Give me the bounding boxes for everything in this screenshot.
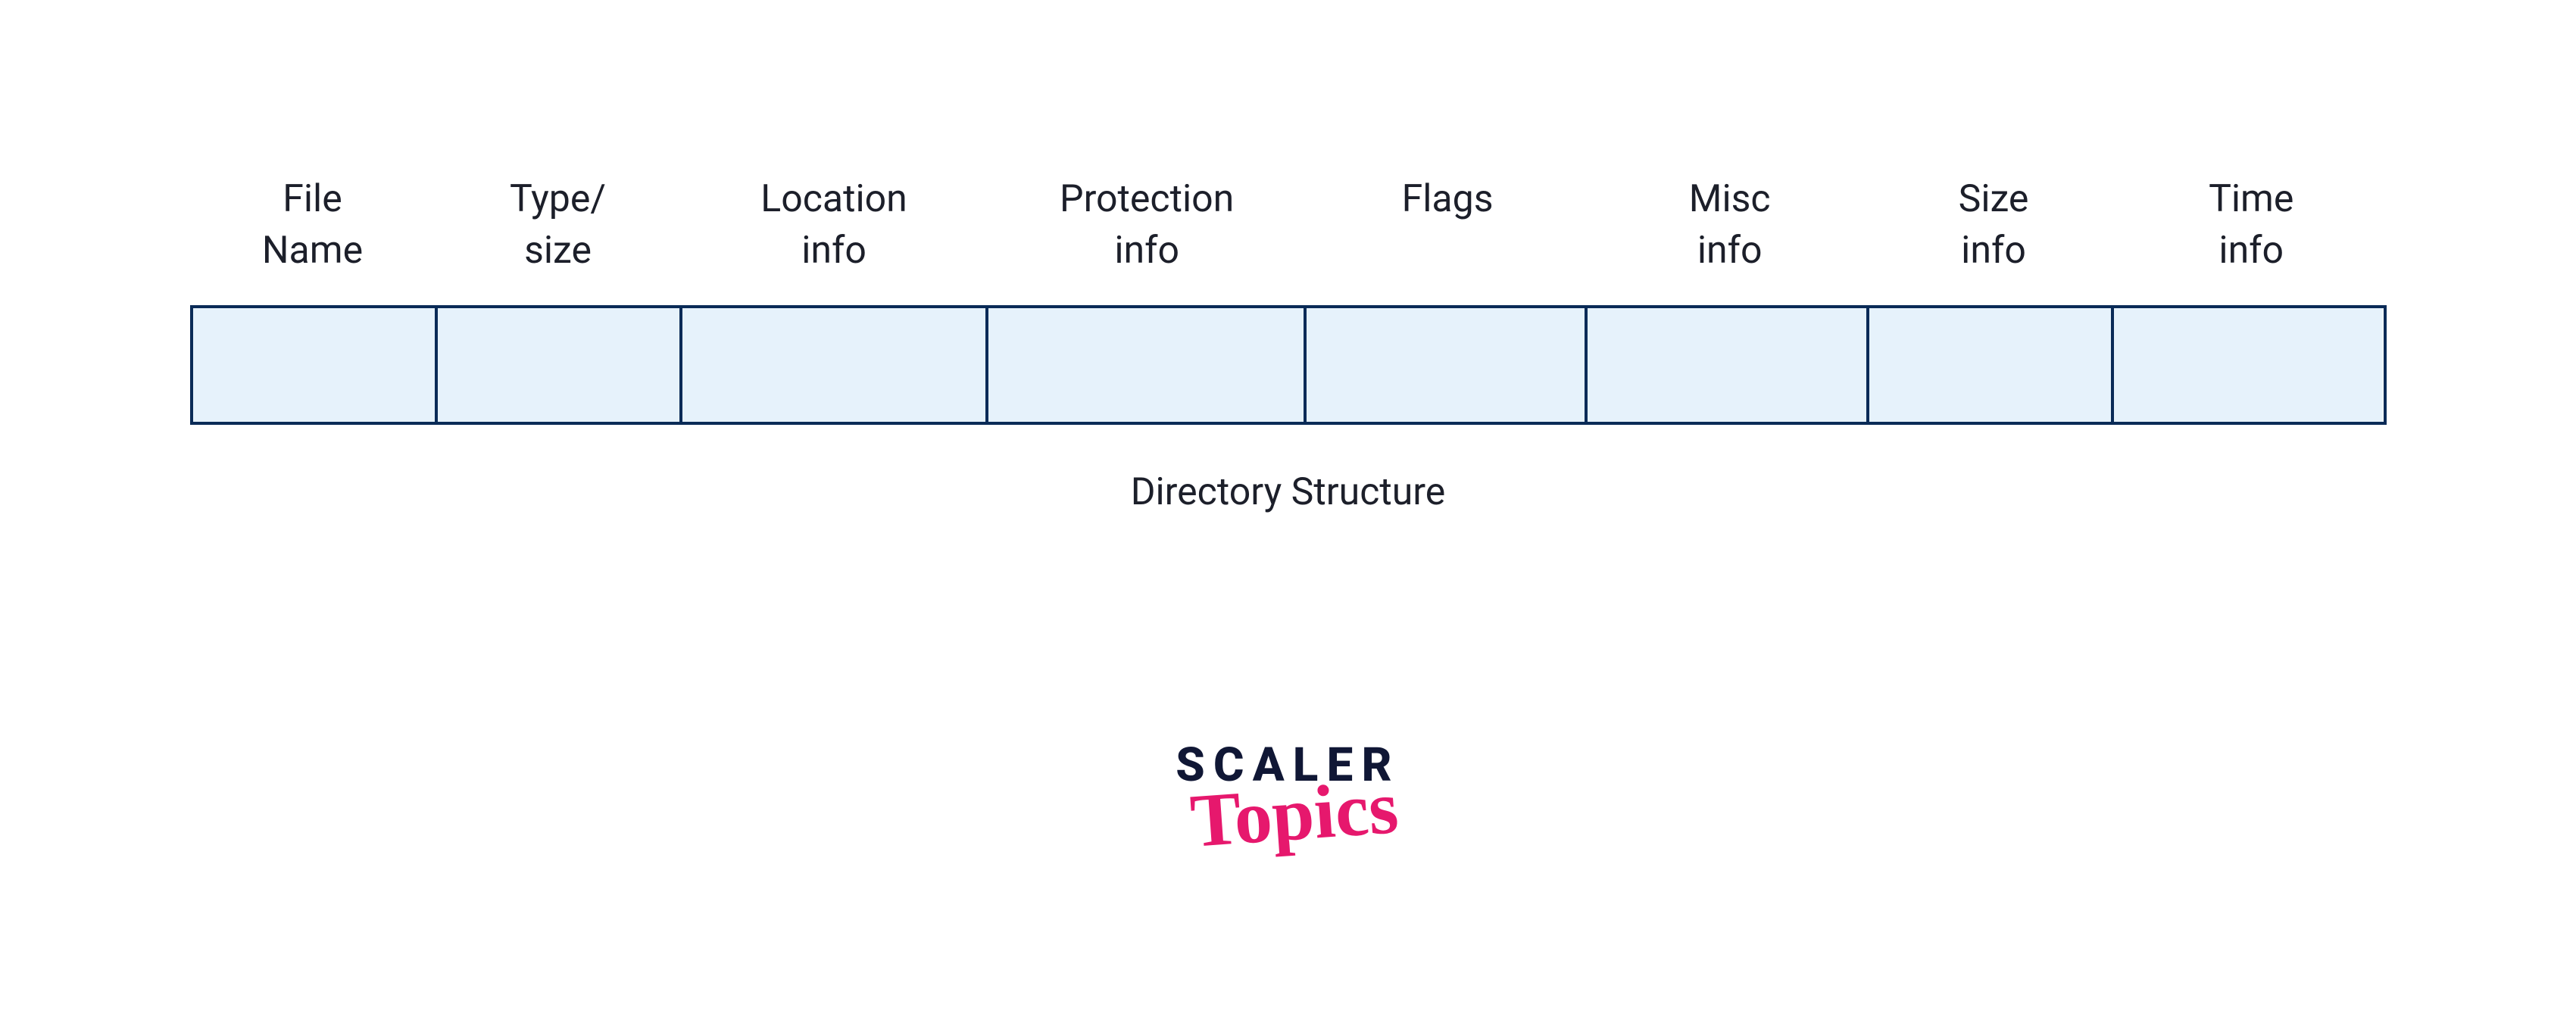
directory-cell <box>2114 308 2383 422</box>
column-headers-row: File Name Type/ size Location info Protecti… <box>190 174 2387 276</box>
canvas: File Name Type/ size Location info Protecti… <box>0 0 2576 1020</box>
column-header-label: Time info <box>2209 174 2293 276</box>
directory-cell <box>438 308 682 422</box>
column-header-label: Size info <box>1959 174 2029 276</box>
column-header-label: Protection info <box>1060 174 1234 276</box>
column-header: Misc info <box>1588 174 1871 276</box>
column-header: Location info <box>681 174 988 276</box>
directory-cell <box>682 308 988 422</box>
directory-cell <box>988 308 1307 422</box>
column-header-label: Type/ size <box>510 174 606 276</box>
logo-bottom-text: Topics <box>1188 777 1400 852</box>
column-header-label: Flags <box>1402 174 1494 226</box>
cells-row <box>190 305 2387 425</box>
directory-cell <box>1307 308 1588 422</box>
column-header-label: File Name <box>262 174 363 276</box>
column-header: Time info <box>2116 174 2386 276</box>
column-header: File Name <box>190 174 436 276</box>
directory-cell <box>1869 308 2114 422</box>
directory-cell <box>193 308 438 422</box>
directory-cell <box>1588 308 1869 422</box>
scaler-topics-logo: SCALER Topics <box>1176 742 1400 845</box>
column-header-label: Location info <box>760 174 907 276</box>
column-header: Protection info <box>988 174 1307 276</box>
column-header: Type/ size <box>436 174 681 276</box>
column-header-label: Misc info <box>1689 174 1771 276</box>
directory-structure-diagram: File Name Type/ size Location info Protecti… <box>190 174 2387 514</box>
column-header: Flags <box>1307 174 1589 276</box>
column-header: Size info <box>1871 174 2116 276</box>
diagram-caption: Directory Structure <box>190 470 2387 514</box>
